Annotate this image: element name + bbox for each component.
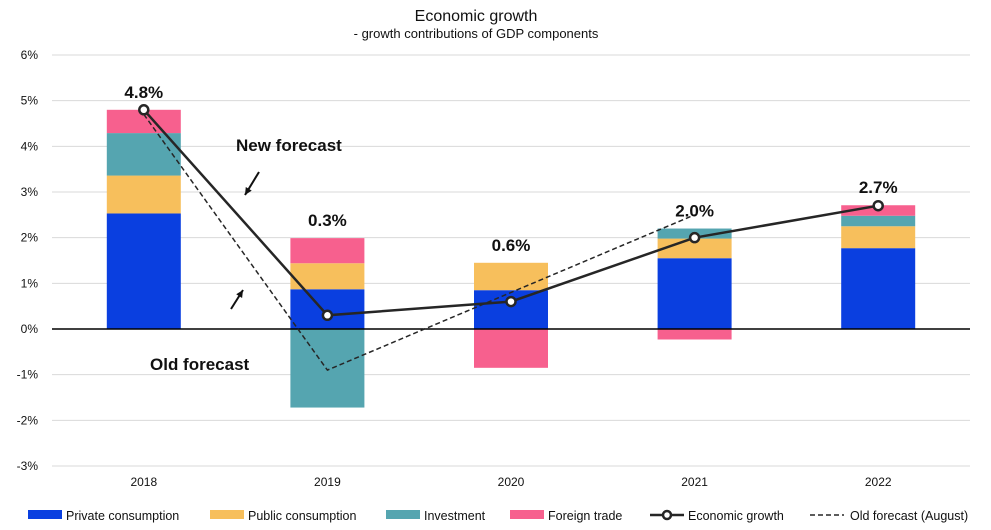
bar-segment-investment xyxy=(290,329,365,408)
economic-growth-marker xyxy=(138,104,150,116)
y-tick-label: 6% xyxy=(21,48,39,62)
chart-subtitle: - growth contributions of GDP components xyxy=(354,26,599,41)
legend-label: Foreign trade xyxy=(548,509,622,523)
bar-segment-private-consumption xyxy=(657,258,732,329)
stacked-bars xyxy=(106,109,916,408)
y-axis-tick-labels: -3% -2% -1% 0% 1% 2% 3% 4% 5% 6% xyxy=(17,48,39,473)
bar-segment-foreign-trade xyxy=(474,329,548,368)
x-tick-label: 2018 xyxy=(130,475,157,489)
x-tick-label: 2019 xyxy=(314,475,341,489)
legend-item-foreign-trade: Foreign trade xyxy=(510,509,622,523)
y-tick-label: -1% xyxy=(17,368,39,382)
bar-segment-public-consumption xyxy=(290,263,365,290)
annotations: New forecast Old forecast xyxy=(150,136,342,374)
data-labels: 4.8% 0.3% 0.6% 2.0% 2.7% xyxy=(124,83,897,255)
data-label: 2.0% xyxy=(675,202,714,221)
legend-item-economic-growth: Economic growth xyxy=(650,509,784,523)
y-tick-label: 5% xyxy=(21,94,39,108)
x-tick-label: 2021 xyxy=(681,475,708,489)
bar-segment-private-consumption xyxy=(290,289,365,329)
x-tick-label: 2020 xyxy=(498,475,525,489)
economic-growth-marker xyxy=(505,295,517,308)
data-label: 4.8% xyxy=(124,83,163,102)
y-tick-label: -3% xyxy=(17,459,39,473)
bar-segment-public-consumption xyxy=(841,226,916,249)
data-label: 2.7% xyxy=(859,178,898,197)
legend-item-old-forecast-august: Old forecast (August) xyxy=(810,509,968,523)
chart-title: Economic growth xyxy=(415,8,538,25)
legend-swatch xyxy=(28,510,62,519)
y-tick-label: 1% xyxy=(21,276,39,290)
bar-segment-foreign-trade xyxy=(106,109,181,134)
legend-label: Economic growth xyxy=(688,509,784,523)
bar-segment-investment xyxy=(106,133,181,176)
bar-segment-public-consumption xyxy=(106,175,181,214)
bar-segment-foreign-trade xyxy=(657,329,732,340)
old-forecast-line xyxy=(143,113,695,372)
legend-item-private-consumption: Private consumption xyxy=(28,509,179,523)
bar-segment-investment xyxy=(841,215,916,227)
arrow-new-forecast-icon xyxy=(244,171,260,196)
data-label: 0.3% xyxy=(308,211,347,230)
bar-segment-foreign-trade xyxy=(290,238,365,264)
bar-segment-private-consumption xyxy=(106,213,181,329)
legend-marker-swatch xyxy=(661,509,673,521)
legend-label: Old forecast (August) xyxy=(850,509,968,523)
grid-lines xyxy=(52,54,970,467)
y-tick-label: -2% xyxy=(17,413,39,427)
line-series xyxy=(138,104,884,372)
bar-segment-public-consumption xyxy=(474,262,548,291)
economic-growth-marker xyxy=(321,309,334,322)
data-label: 0.6% xyxy=(492,236,531,255)
legend-swatch xyxy=(386,510,420,519)
annotation-old-forecast: Old forecast xyxy=(150,355,250,374)
legend-label: Investment xyxy=(424,509,486,523)
legend-label: Private consumption xyxy=(66,509,179,523)
legend: Private consumption Public consumption Inv… xyxy=(28,509,968,523)
y-tick-label: 2% xyxy=(21,231,39,245)
economic-growth-marker xyxy=(688,231,701,244)
legend-swatch xyxy=(510,510,544,519)
y-tick-label: 0% xyxy=(21,322,39,336)
y-tick-label: 3% xyxy=(21,185,39,199)
x-tick-label: 2022 xyxy=(865,475,892,489)
x-axis-tick-labels: 2018 2019 2020 2021 2022 xyxy=(130,475,891,489)
legend-item-investment: Investment xyxy=(386,509,486,523)
legend-label: Public consumption xyxy=(248,509,356,523)
economic-growth-marker xyxy=(872,199,884,212)
y-tick-label: 4% xyxy=(21,139,39,153)
annotation-new-forecast: New forecast xyxy=(236,136,342,155)
legend-swatch xyxy=(210,510,244,519)
legend-item-public-consumption: Public consumption xyxy=(210,509,356,523)
arrow-old-forecast-icon xyxy=(230,289,244,310)
bar-segment-private-consumption xyxy=(841,248,916,329)
